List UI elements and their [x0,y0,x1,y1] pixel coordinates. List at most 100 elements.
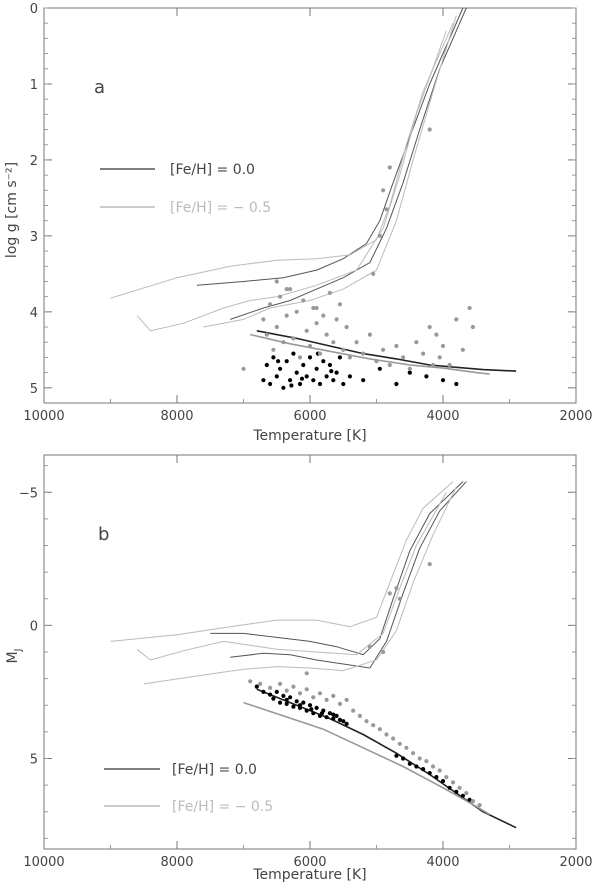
x-axis-title-b: Temperature [K] [252,867,366,883]
x-tick-label-4: 2000 [559,855,592,870]
star-point-1-34 [387,591,392,596]
y-tick-label-3: 3 [30,230,38,245]
star-point-0-42 [467,797,472,802]
star-point-0-31 [394,753,399,758]
star-point-1-3 [268,302,273,307]
star-point-1-55 [274,279,279,284]
star-point-0-12 [301,362,306,368]
legend-a: [Fe/H] = 0.0 [Fe/H] = − 0.5 [100,162,271,216]
panel-letter-a: a [94,77,105,98]
star-point-0-18 [321,359,326,364]
y-axis-title-b-sub: J [13,648,24,652]
star-point-1-13 [301,298,306,303]
star-point-0-16 [314,705,319,711]
curves-a [110,7,517,375]
star-point-1-50 [381,188,386,193]
star-point-0-12 [301,700,306,705]
star-point-0-32 [401,756,406,761]
star-point-1-30 [367,332,372,337]
star-point-1-4 [271,347,276,352]
star-point-1-15 [357,713,362,719]
star-point-0-3 [271,696,276,701]
y-tick-label-1: 0 [30,619,38,634]
star-point-1-57 [314,305,319,311]
isochrone-line-1 [230,7,467,320]
isochrone-line-4 [136,30,447,332]
star-point-1-4 [284,688,289,693]
star-point-1-7 [304,687,309,692]
x-tick-label-2: 6000 [293,855,326,870]
star-point-1-10 [291,336,296,341]
star-point-0-37 [454,381,459,387]
star-point-1-28 [354,340,359,345]
star-point-0-20 [327,362,332,368]
star-point-0-35 [424,374,429,379]
star-point-0-15 [311,711,316,716]
star-point-1-7 [281,340,286,345]
star-point-1-27 [347,355,352,360]
star-point-0-29 [289,383,294,388]
star-point-1-9 [288,287,293,292]
star-point-0-13 [304,374,309,379]
star-point-0-27 [297,703,303,708]
isochrone-line-5 [143,486,457,685]
star-point-1-22 [331,340,336,345]
star-point-1-36 [397,596,402,601]
legend-label-solar-a: [Fe/H] = 0.0 [170,162,255,178]
legend-label-metal-poor-a: [Fe/H] = − 0.5 [170,200,271,216]
y-tick-label-0: 0 [30,2,38,17]
star-point-1-16 [364,719,369,724]
star-point-0-41 [460,793,465,798]
star-point-0-9 [291,704,296,709]
star-point-0-31 [361,378,366,383]
star-point-1-40 [430,362,436,368]
star-point-1-8 [284,313,289,318]
star-point-0-25 [344,721,349,727]
star-point-1-25 [424,759,429,764]
star-point-1-5 [274,324,279,330]
star-point-0-26 [299,376,305,381]
star-point-1-9 [317,691,323,696]
star-point-0-24 [341,719,346,724]
star-point-1-21 [397,741,402,746]
star-point-0-28 [329,369,334,374]
panel-b: 10000 8000 6000 4000 2000 −5 0 5 b Temperature … [5,454,593,883]
x-axis-title-a: Temperature [K] [252,428,366,444]
svg-text:MJ: MJ [5,648,24,663]
star-point-1-0 [241,366,246,371]
star-point-1-39 [427,324,432,330]
star-point-1-29 [361,351,366,356]
star-point-1-6 [278,294,283,299]
star-point-1-51 [384,207,389,212]
star-point-0-19 [324,715,329,720]
star-point-0-32 [377,366,382,371]
star-point-0-16 [314,366,319,371]
star-point-0-24 [341,381,346,387]
star-point-0-20 [327,711,332,716]
isochrone-line-0 [196,7,464,286]
star-point-1-5 [291,684,296,689]
star-point-0-15 [311,378,316,383]
star-point-0-10 [294,699,299,704]
star-point-1-23 [411,751,416,756]
star-point-0-6 [281,693,286,699]
star-point-0-37 [434,775,439,780]
isochrone-line-5 [203,15,457,328]
star-point-0-13 [304,708,309,713]
star-point-1-8 [311,695,316,700]
star-point-0-10 [294,370,299,375]
star-point-1-16 [311,305,316,311]
star-point-1-22 [404,745,409,750]
star-point-0-8 [288,695,293,700]
star-point-1-32 [381,347,386,352]
x-tick-label-0: 10000 [23,855,64,870]
star-point-1-1 [261,317,266,322]
star-point-1-35 [394,586,399,591]
star-point-1-45 [454,317,459,322]
star-point-1-29 [450,780,456,785]
star-point-1-25 [341,347,346,352]
star-point-1-52 [371,271,376,276]
star-point-1-20 [324,332,329,337]
y-axis-title-b: MJ [5,648,24,663]
